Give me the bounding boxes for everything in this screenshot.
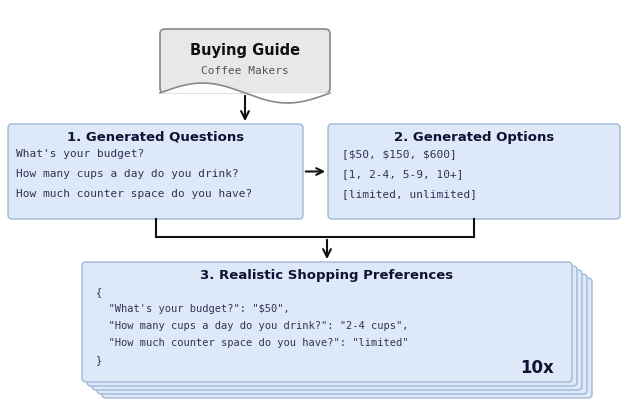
FancyBboxPatch shape <box>102 278 592 398</box>
FancyBboxPatch shape <box>97 274 587 394</box>
FancyBboxPatch shape <box>82 262 572 382</box>
Text: 1. Generated Questions: 1. Generated Questions <box>67 130 244 143</box>
Text: "How many cups a day do you drink?": "2-4 cups",: "How many cups a day do you drink?": "2-… <box>96 321 408 331</box>
FancyBboxPatch shape <box>328 124 620 219</box>
Text: 2. Generated Options: 2. Generated Options <box>394 130 554 143</box>
Text: "How much counter space do you have?": "limited": "How much counter space do you have?": "… <box>96 338 408 348</box>
Text: 10x: 10x <box>520 359 554 377</box>
Text: [1, 2-4, 5-9, 10+]: [1, 2-4, 5-9, 10+] <box>342 169 463 179</box>
FancyBboxPatch shape <box>92 270 582 390</box>
Polygon shape <box>160 83 330 103</box>
Text: How many cups a day do you drink?: How many cups a day do you drink? <box>16 169 239 179</box>
Text: [limited, unlimited]: [limited, unlimited] <box>342 189 477 199</box>
Text: }: } <box>96 355 102 365</box>
FancyBboxPatch shape <box>160 29 330 93</box>
FancyBboxPatch shape <box>8 124 303 219</box>
Text: "What's your budget?": "$50",: "What's your budget?": "$50", <box>96 304 290 314</box>
Text: Coffee Makers: Coffee Makers <box>201 66 289 76</box>
Text: 3. Realistic Shopping Preferences: 3. Realistic Shopping Preferences <box>200 269 453 282</box>
Text: Buying Guide: Buying Guide <box>190 44 300 59</box>
Text: [$50, $150, $600]: [$50, $150, $600] <box>342 149 457 159</box>
Text: {: { <box>96 287 102 297</box>
Text: How much counter space do you have?: How much counter space do you have? <box>16 189 252 199</box>
FancyBboxPatch shape <box>87 266 577 386</box>
Text: What's your budget?: What's your budget? <box>16 149 144 159</box>
